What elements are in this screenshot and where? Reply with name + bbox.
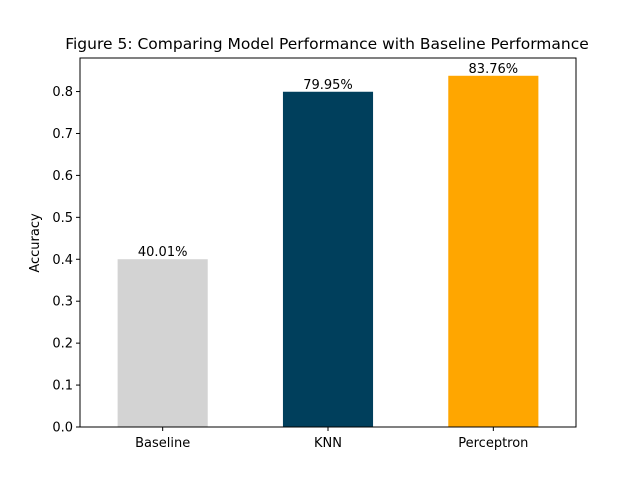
bar-knn <box>282 91 374 427</box>
y-tick-label: 0.3 <box>52 295 73 310</box>
y-tick-label: 0.6 <box>52 169 73 184</box>
y-tick-label: 0.7 <box>52 127 73 142</box>
y-tick-label: 0.0 <box>52 421 73 436</box>
y-tick-label: 0.5 <box>52 211 73 226</box>
y-axis-label: Accuracy <box>28 213 43 273</box>
bar-perceptron <box>448 75 539 428</box>
data-label-perceptron: 83.76% <box>469 62 519 77</box>
plot-area: 40.01% Baseline 79.95% KNN 83.76% Perceptron 0… <box>52 57 577 451</box>
x-tick-label-baseline: Baseline <box>135 436 190 451</box>
bar-baseline <box>117 259 208 427</box>
data-label-baseline: 40.01% <box>138 245 188 260</box>
chart-title: Figure 5: Comparing Model Performance wi… <box>65 35 589 53</box>
y-tick-label: 0.4 <box>52 253 73 268</box>
axes-frame <box>79 57 577 428</box>
y-tick-label: 0.8 <box>52 85 73 100</box>
data-label-knn: 79.95% <box>303 78 353 93</box>
x-tick-label-knn: KNN <box>314 436 342 451</box>
x-tick-label-perceptron: Perceptron <box>458 436 528 451</box>
y-tick-label: 0.2 <box>52 337 73 352</box>
y-tick-label: 0.1 <box>52 379 73 394</box>
